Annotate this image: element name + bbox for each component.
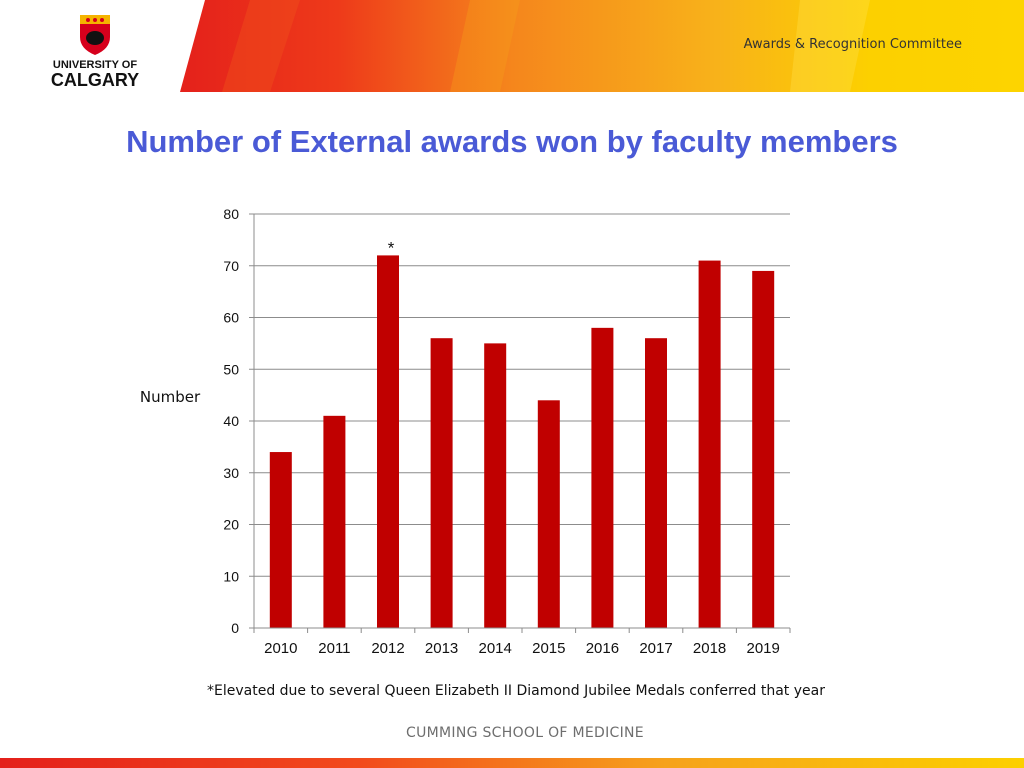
logo-line-1: UNIVERSITY OF [53, 59, 137, 71]
x-tick-label: 2011 [318, 640, 350, 657]
y-axis-label: Number [140, 388, 201, 406]
tick-labels: 0 10 20 30 40 50 60 70 80 2010 2011 2012 * 2013 2014 20… [223, 206, 779, 657]
page-title: Number of External awards won by faculty… [126, 124, 898, 159]
bar-2016 [591, 327, 614, 628]
bar-chart: 0 10 20 30 40 50 60 70 80 2010 2011 2012 * 2013 2014 20… [140, 206, 791, 657]
bar-annotation: * [388, 238, 395, 257]
bar-2012 [377, 255, 399, 628]
x-tick-label: 2017 [639, 640, 672, 657]
y-tick-label: 80 [223, 206, 239, 222]
x-tick-label: 2015 [532, 640, 565, 657]
y-tick-label: 30 [223, 465, 239, 481]
header-banner: UNIVERSITY OF CALGARY Awards & Recogniti… [0, 0, 1024, 92]
bar-2014 [484, 343, 507, 628]
footnote: *Elevated due to several Queen Elizabeth… [207, 683, 825, 699]
y-tick-label: 20 [223, 517, 239, 533]
x-tick-label: 2019 [747, 640, 780, 657]
bar-2017 [645, 338, 667, 628]
y-tick-label: 70 [223, 258, 239, 274]
header-gradient [0, 0, 1024, 92]
y-tick-label: 50 [223, 361, 239, 377]
x-tick-label: 2016 [586, 640, 619, 657]
bar-2015 [537, 400, 560, 628]
y-tick-label: 40 [223, 413, 239, 429]
bar-2018 [698, 260, 721, 628]
bar-2013 [430, 338, 453, 628]
y-tick-label: 60 [223, 310, 239, 326]
x-tick-label: 2014 [479, 640, 512, 657]
bars [269, 255, 775, 628]
bar-2011 [323, 415, 346, 628]
footer-school-name: CUMMING SCHOOL OF MEDICINE [406, 725, 644, 741]
x-tick-label: 2012 [371, 640, 404, 657]
x-tick-label: 2010 [264, 640, 297, 657]
x-tick-label: 2013 [425, 640, 458, 657]
logo-line-2: CALGARY [51, 70, 139, 90]
committee-label: Awards & Recognition Committee [743, 37, 962, 52]
footer-bar [0, 758, 1024, 768]
x-tick-label: 2018 [693, 640, 726, 657]
axes [249, 213, 791, 633]
y-tick-label: 0 [231, 620, 239, 636]
university-logo: UNIVERSITY OF CALGARY [40, 12, 150, 92]
y-tick-label: 10 [223, 568, 239, 584]
bar-2019 [752, 270, 775, 628]
bar-2010 [269, 452, 292, 628]
